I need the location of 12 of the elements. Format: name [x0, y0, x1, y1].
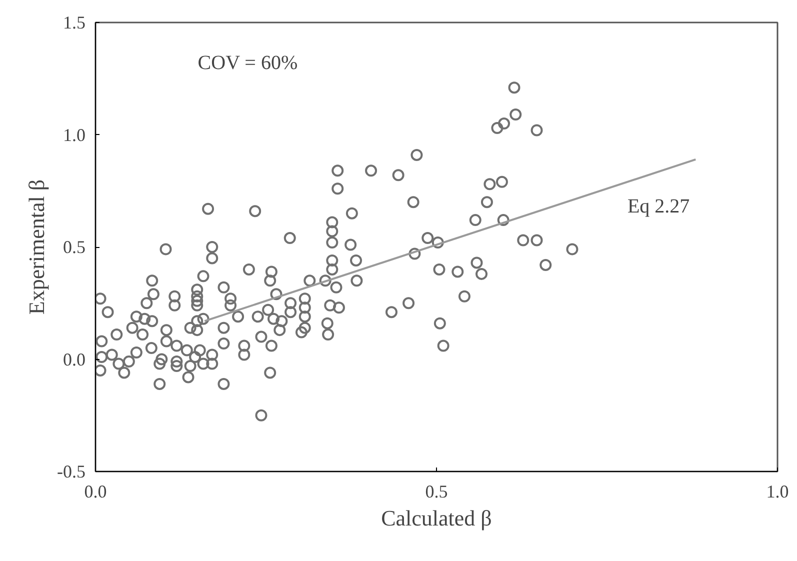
y-tick-label: 1.5 — [63, 12, 86, 32]
x-axis-title: Calculated β — [381, 506, 492, 530]
annotation: COV = 60% — [198, 52, 298, 74]
y-tick-label: 1.0 — [63, 124, 86, 145]
annotation: Eq 2.27 — [627, 196, 690, 218]
y-tick-label: 0.5 — [63, 237, 86, 257]
y-tick-label: -0.5 — [57, 462, 86, 482]
x-tick-label: 0.5 — [425, 482, 448, 502]
x-tick-label: 0.0 — [84, 482, 107, 502]
x-tick-label: 1.0 — [766, 482, 789, 502]
y-axis-title: Experimental β — [24, 179, 50, 315]
y-tick-label: 0.0 — [63, 349, 86, 370]
